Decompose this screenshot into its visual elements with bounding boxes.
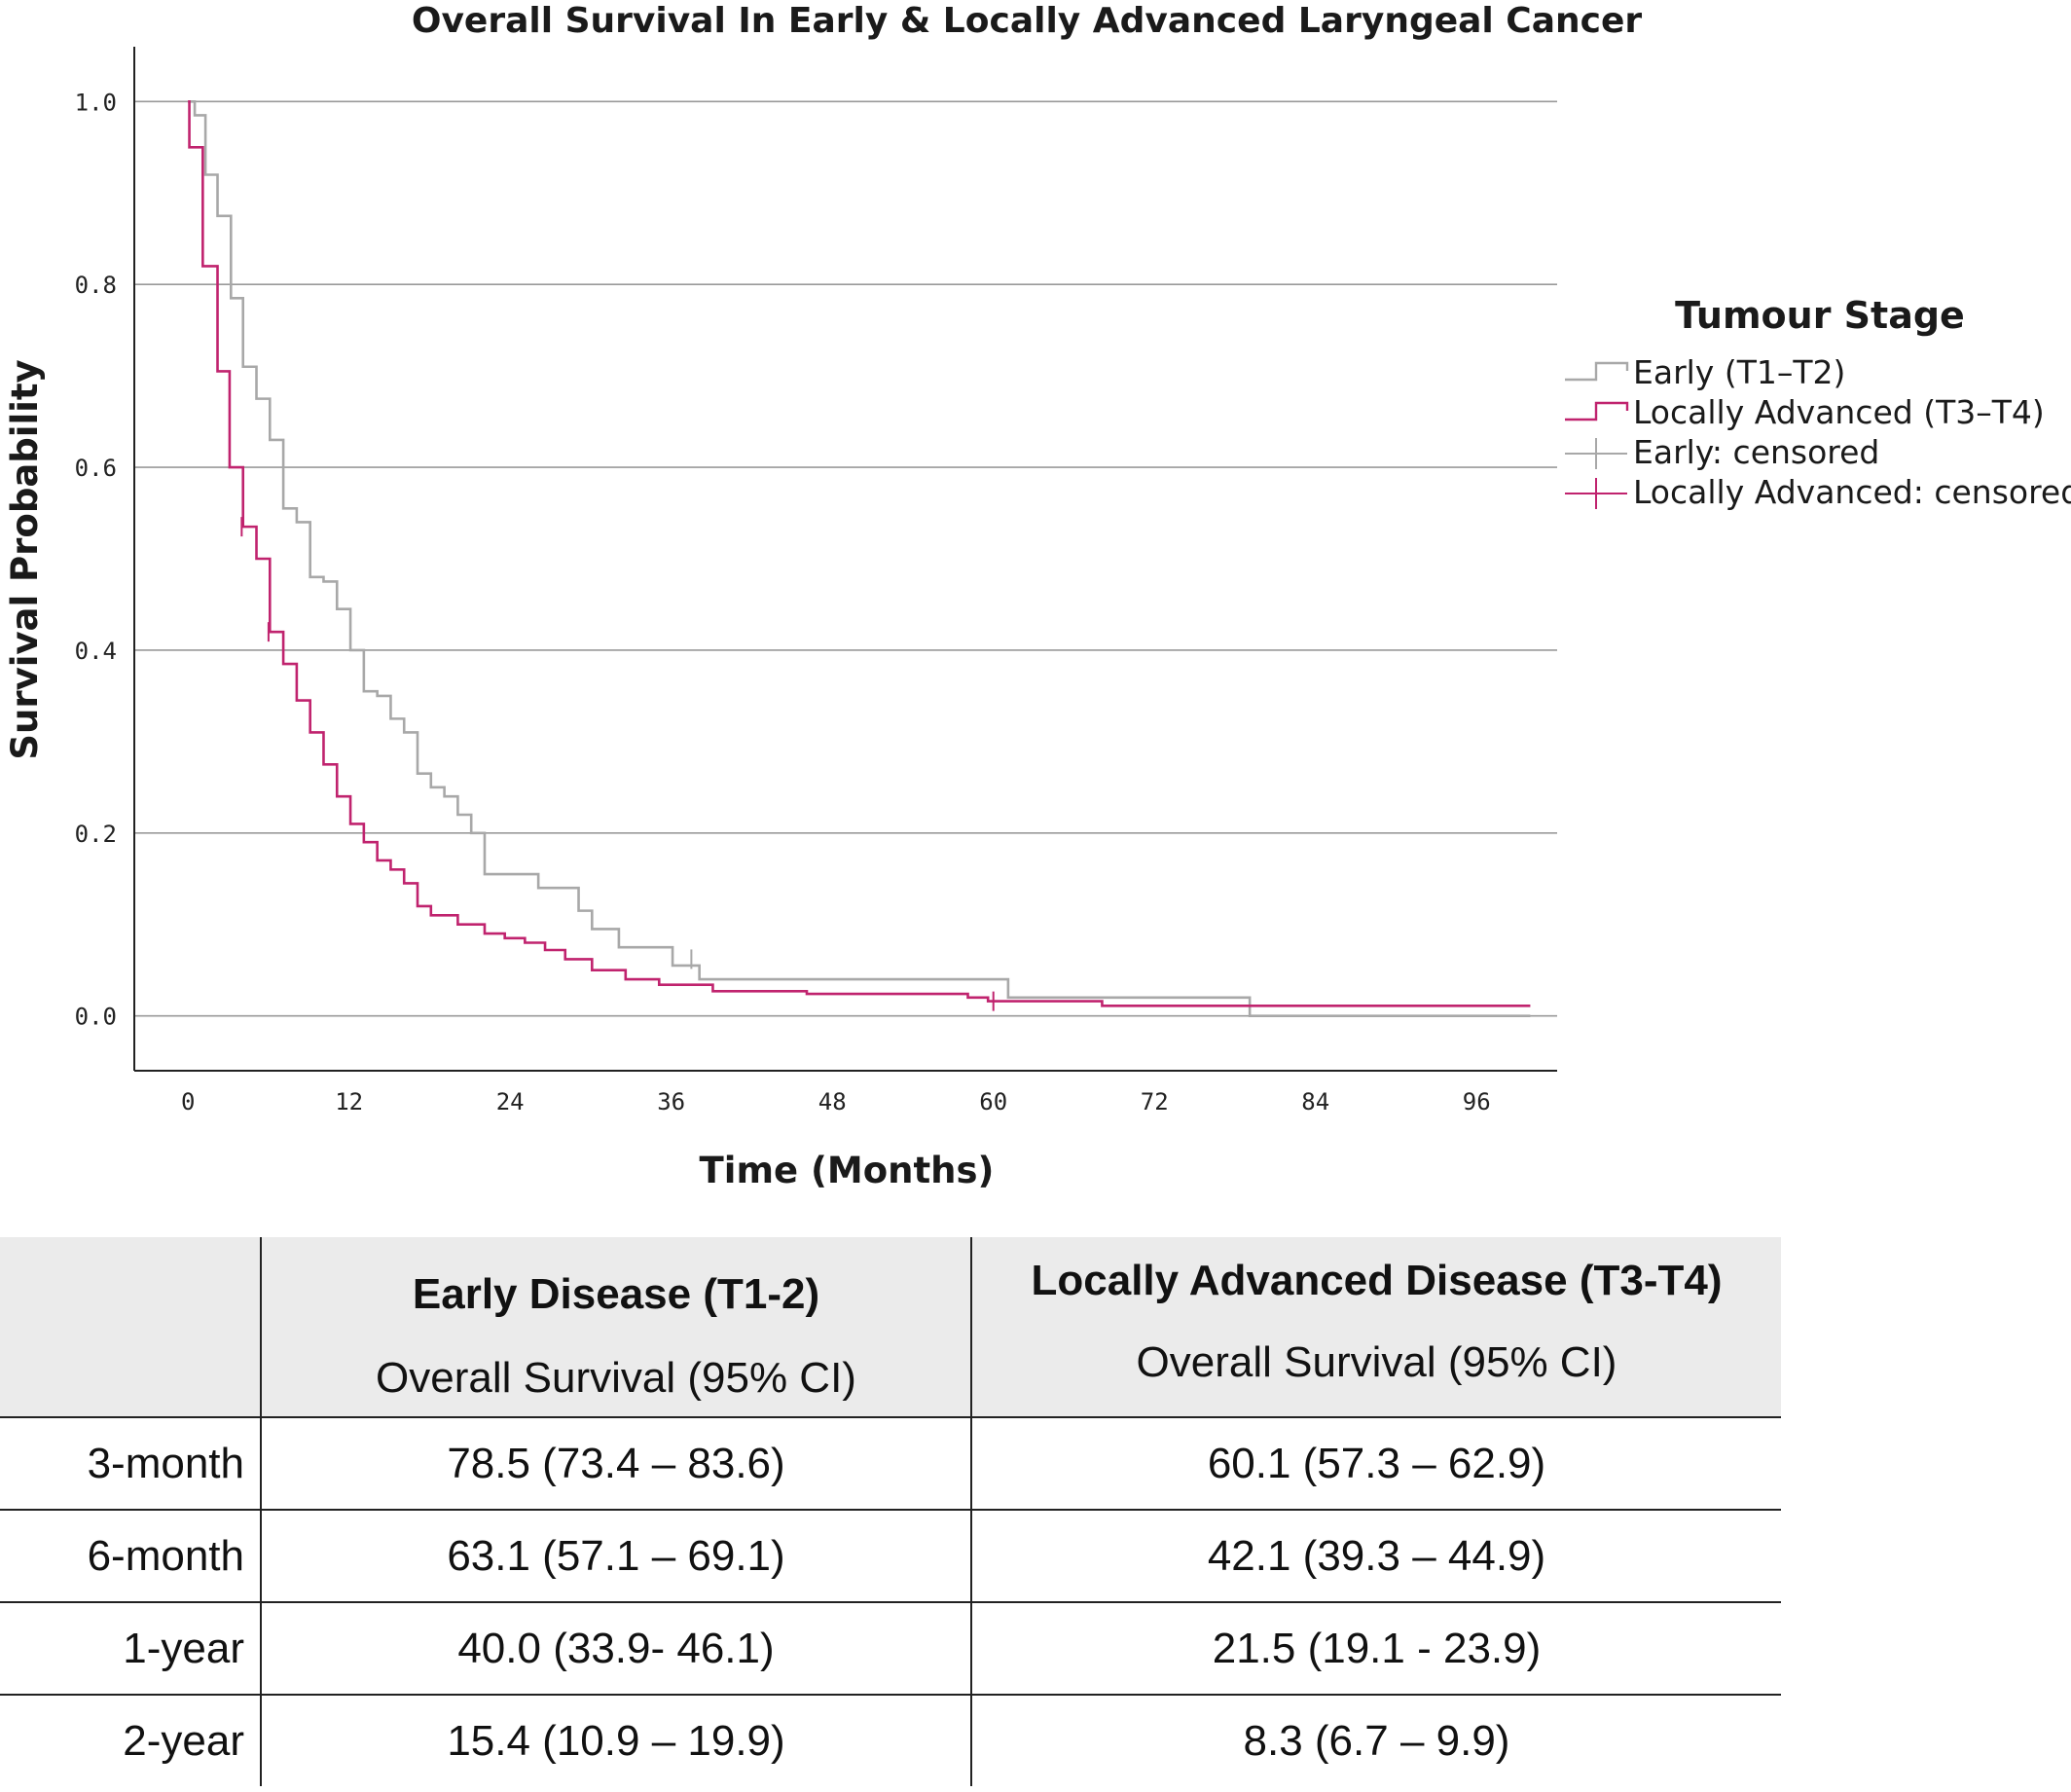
y-tick-label: 1.0 [75,89,117,116]
y-tick-label: 0.2 [75,821,117,848]
y-tick-label: 0.8 [75,272,117,299]
x-tick-label: 72 [1141,1088,1169,1115]
advanced-value: 21.5 (19.1 - 23.9) [970,1602,1781,1695]
advanced-value: 42.1 (39.3 – 44.9) [970,1510,1781,1602]
x-tick-label: 12 [335,1088,363,1115]
table-row: 3-month 78.5 (73.4 – 83.6) 60.1 (57.3 – … [0,1417,1781,1510]
gridlines [134,100,1557,1017]
legend-entry: Locally Advanced: censored [1565,473,2071,511]
advanced-value: 8.3 (6.7 – 9.9) [970,1695,1781,1786]
table-row: 2-year 15.4 (10.9 – 19.9) 8.3 (6.7 – 9.9… [0,1695,1781,1786]
y-tick-label: 0.6 [75,455,117,482]
row-label: 2-year [123,1716,244,1765]
series-line-early [188,100,1531,1017]
legend-label: Locally Advanced: censored [1633,473,2071,511]
legend: Tumour Stage Early (T1–T2)Locally Advanc… [1565,294,2071,511]
row-label: 3-month [87,1439,244,1487]
km-chart: Overall Survival In Early & Locally Adva… [4,1,2071,1191]
legend-label: Early (T1–T2) [1633,353,1845,391]
legend-label: Locally Advanced (T3–T4) [1633,393,2045,431]
header-early-sub: Overall Survival (95% CI) [376,1354,856,1402]
early-value: 78.5 (73.4 – 83.6) [260,1417,971,1510]
legend-entry: Locally Advanced (T3–T4) [1565,393,2045,431]
table-row: 1-year 40.0 (33.9- 46.1) 21.5 (19.1 - 23… [0,1602,1781,1695]
x-axis-title: Time (Months) [700,1150,995,1191]
chart-title: Overall Survival In Early & Locally Adva… [412,1,1643,41]
legend-title: Tumour Stage [1675,294,1965,337]
header-early: Early Disease (T1-2) Overall Survival (9… [260,1237,971,1417]
series-line-advanced [188,100,1531,1007]
header-advanced-group: Locally Advanced Disease (T3-T4) [1031,1257,1723,1304]
survival-table-grid: Early Disease (T1-2) Overall Survival (9… [0,1237,1781,1786]
legend-entry: Early (T1–T2) [1565,353,1845,391]
early-value: 15.4 (10.9 – 19.9) [260,1695,971,1786]
header-early-group: Early Disease (T1-2) [412,1270,820,1318]
legend-line-swatch [1565,361,1629,382]
axes [133,47,1557,1072]
advanced-value: 60.1 (57.3 – 62.9) [970,1417,1781,1510]
header-advanced: Locally Advanced Disease (T3-T4) Overall… [970,1237,1781,1417]
row-label: 1-year [123,1624,244,1672]
y-tick-label: 0.4 [75,638,117,665]
x-tick-label: 48 [818,1088,847,1115]
y-tick-label: 0.0 [75,1004,117,1031]
header-advanced-sub: Overall Survival (95% CI) [1136,1338,1617,1386]
row-label: 6-month [87,1531,244,1580]
tick-labels: 0.0 0.2 0.4 0.6 0.8 1.0 0 12 24 36 48 60 72 84 96 [75,89,1491,1115]
survival-table: Early Disease (T1-2) Overall Survival (9… [0,1237,1781,1786]
x-tick-label: 84 [1301,1088,1329,1115]
legend-line-swatch [1565,401,1629,421]
y-axis-title: Survival Probability [4,359,46,759]
x-tick-label: 96 [1463,1088,1491,1115]
legend-entry: Early: censored [1565,433,1879,471]
x-tick-label: 60 [979,1088,1007,1115]
table-header-row: Early Disease (T1-2) Overall Survival (9… [0,1237,1781,1417]
early-value: 40.0 (33.9- 46.1) [260,1602,971,1695]
survival-curves [188,100,1531,1017]
legend-label: Early: censored [1633,433,1879,471]
table-corner-cell [0,1237,261,1417]
x-tick-label: 0 [181,1088,195,1115]
table-row: 6-month 63.1 (57.1 – 69.1) 42.1 (39.3 – … [0,1510,1781,1602]
x-tick-label: 24 [496,1088,525,1115]
x-tick-label: 36 [657,1088,685,1115]
early-value: 63.1 (57.1 – 69.1) [260,1510,971,1602]
